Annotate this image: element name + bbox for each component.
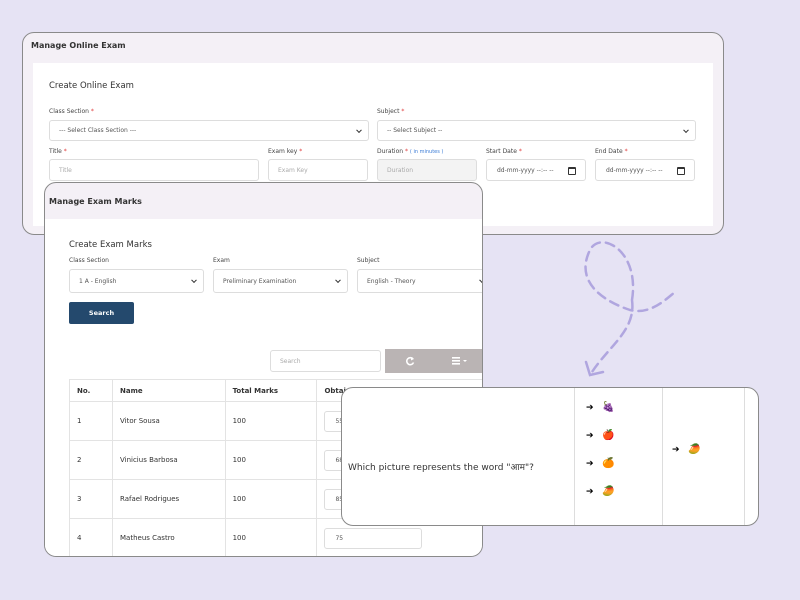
select[interactable]: 1 A - English bbox=[69, 269, 204, 293]
label-text: End Date bbox=[595, 148, 623, 155]
select[interactable]: --- Select Class Section --- bbox=[49, 120, 369, 141]
required-mark: * bbox=[63, 148, 67, 155]
table-cell: Vitor Sousa bbox=[112, 401, 226, 441]
table-cell: 100 bbox=[224, 401, 318, 441]
table-cell: Matheus Castro bbox=[112, 518, 226, 556]
arrow-icon: ➔ bbox=[586, 403, 594, 413]
arrow-icon: ➔ bbox=[586, 487, 594, 497]
refresh-button[interactable] bbox=[405, 356, 415, 366]
label-text: Exam key bbox=[268, 148, 298, 155]
toolbar bbox=[385, 349, 482, 373]
date-input[interactable]: dd-mm-yyyy --:-- -- bbox=[595, 159, 695, 181]
required-mark: * bbox=[624, 148, 628, 155]
form-title: Create Exam Marks bbox=[69, 240, 152, 250]
column-header: Total Marks bbox=[224, 379, 318, 402]
dashed-arrow bbox=[584, 241, 677, 374]
arrow-head bbox=[584, 360, 605, 377]
field-label: Title * bbox=[49, 148, 67, 155]
calendar-icon bbox=[677, 167, 685, 175]
field-label: Start Date * bbox=[486, 148, 522, 155]
option: 🍊 bbox=[602, 458, 615, 469]
input[interactable]: Duration bbox=[377, 159, 477, 181]
select[interactable]: -- Select Subject -- bbox=[377, 120, 696, 141]
label-text: Subject bbox=[377, 108, 400, 115]
table-cell: 2 bbox=[69, 440, 113, 480]
table-cell: 4 bbox=[69, 518, 113, 556]
option: 🥭 bbox=[602, 486, 615, 497]
label-text: Start Date bbox=[486, 148, 517, 155]
required-mark: * bbox=[90, 108, 94, 115]
column-header: Name bbox=[112, 379, 226, 402]
table-cell: 100 bbox=[224, 479, 318, 519]
field-label: Class Section * bbox=[49, 108, 94, 115]
card-title: Manage Online Exam bbox=[31, 41, 126, 50]
question-text: Which picture represents the word "आम"? bbox=[348, 463, 534, 473]
table-cell: 3 bbox=[69, 479, 113, 519]
date-input[interactable]: dd-mm-yyyy --:-- -- bbox=[486, 159, 586, 181]
card-title: Manage Exam Marks bbox=[49, 197, 142, 206]
required-mark: * bbox=[401, 108, 405, 115]
required-mark: * bbox=[299, 148, 303, 155]
answer: 🥭 bbox=[688, 444, 701, 455]
option: 🍎 bbox=[602, 430, 615, 441]
date-text: dd-mm-yyyy --:-- -- bbox=[486, 159, 586, 181]
options-cell: ➔ 🍇 ➔ 🍎 ➔ 🍊 ➔ 🥭 bbox=[574, 388, 663, 525]
table-cell: 100 bbox=[224, 518, 318, 556]
field-label: Exam bbox=[213, 257, 230, 264]
table-cell: 100 bbox=[224, 440, 318, 480]
search-button[interactable]: Search bbox=[69, 302, 134, 324]
form-title: Create Online Exam bbox=[49, 81, 134, 91]
field-label: Duration * ( in minutes ) bbox=[377, 148, 443, 155]
required-mark: * bbox=[518, 148, 522, 155]
arrow-icon: ➔ bbox=[586, 431, 594, 441]
select[interactable]: English - Theory bbox=[357, 269, 482, 293]
date-text: dd-mm-yyyy --:-- -- bbox=[595, 159, 695, 181]
field-label: Class Section bbox=[69, 257, 109, 264]
select[interactable]: Preliminary Examination bbox=[213, 269, 348, 293]
table-cell: Vinicius Barbosa bbox=[112, 440, 226, 480]
calendar-icon bbox=[568, 167, 576, 175]
question-card: Which picture represents the word "आम"? … bbox=[341, 387, 759, 526]
field-label: Exam key * bbox=[268, 148, 302, 155]
arrow-icon: ➔ bbox=[672, 445, 680, 455]
answer-cell: ➔ 🥭 bbox=[662, 388, 745, 525]
field-label: End Date * bbox=[595, 148, 628, 155]
field-label: Subject * bbox=[377, 108, 404, 115]
input[interactable]: Title bbox=[49, 159, 259, 181]
label-text: Title bbox=[49, 148, 62, 155]
field-label: Subject bbox=[357, 257, 380, 264]
table-cell: 1 bbox=[69, 401, 113, 441]
question-cell: Which picture represents the word "आम"? bbox=[342, 388, 575, 525]
hint: ( in minutes ) bbox=[409, 149, 444, 155]
input[interactable]: Exam Key bbox=[268, 159, 368, 181]
label-text: Class Section bbox=[49, 108, 89, 115]
columns-button[interactable] bbox=[452, 357, 468, 365]
marks-input[interactable]: 75 bbox=[324, 527, 423, 549]
table-cell: Rafael Rodrigues bbox=[112, 479, 226, 519]
search-input[interactable]: Search bbox=[270, 350, 381, 372]
required-mark: * bbox=[404, 148, 408, 155]
option: 🍇 bbox=[602, 402, 615, 413]
arrow-icon: ➔ bbox=[586, 459, 594, 469]
column-header: No. bbox=[69, 379, 113, 402]
label-text: Duration bbox=[377, 148, 404, 155]
